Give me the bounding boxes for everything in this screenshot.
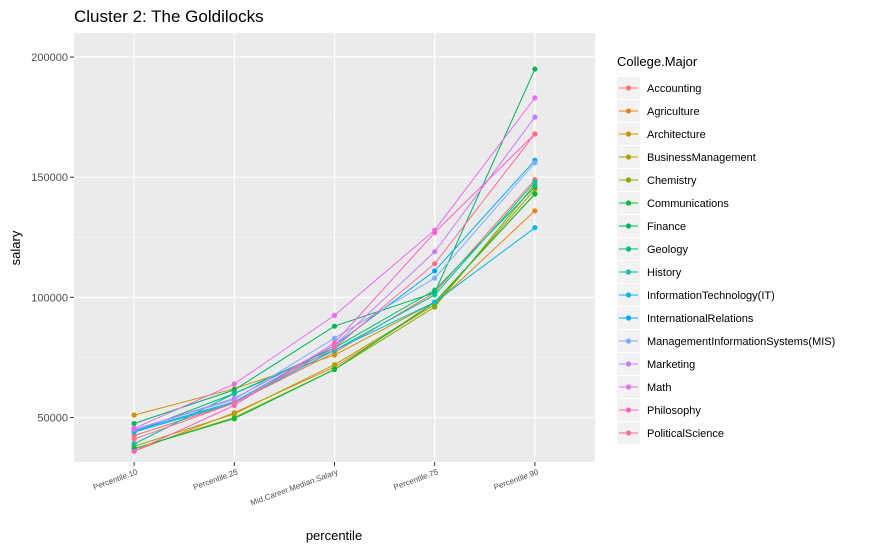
legend-label: Geology bbox=[647, 244, 688, 256]
data-point bbox=[331, 335, 338, 341]
data-point bbox=[432, 304, 438, 310]
legend: College.Major Accounting Agriculture Archi… bbox=[613, 44, 858, 444]
data-point bbox=[532, 95, 538, 101]
legend-key-point bbox=[625, 223, 632, 229]
legend-label: ManagementInformationSystems(MIS) bbox=[647, 336, 835, 348]
legend-key-point bbox=[625, 292, 632, 298]
data-point bbox=[532, 191, 538, 197]
legend-label: InternationalRelations bbox=[647, 313, 754, 325]
data-point bbox=[331, 352, 338, 358]
legend-label: PoliticalScience bbox=[647, 428, 724, 440]
legend-key-point bbox=[625, 269, 632, 275]
legend-key-point bbox=[625, 85, 632, 91]
legend-key-point bbox=[625, 177, 632, 183]
chart-title: Cluster 2: The Goldilocks bbox=[74, 7, 264, 26]
data-point bbox=[532, 131, 538, 137]
data-point bbox=[432, 275, 438, 281]
legend-label: Communications bbox=[647, 198, 729, 210]
x-tick-label: Mid.Career.Median.Salary bbox=[249, 467, 339, 507]
legend-label: Marketing bbox=[647, 359, 695, 371]
legend-label: Math bbox=[647, 382, 671, 394]
x-tick-label: Percentile.25 bbox=[192, 467, 239, 492]
data-point bbox=[331, 323, 338, 329]
y-tick-label: 150000 bbox=[31, 172, 68, 184]
x-tick-label: Percentile.90 bbox=[493, 467, 540, 492]
legend-label: InformationTechnology(IT) bbox=[647, 290, 775, 302]
data-point bbox=[432, 292, 438, 298]
legend-key-point bbox=[625, 430, 632, 436]
data-point bbox=[131, 448, 137, 454]
legend-label: Chemistry bbox=[647, 175, 697, 187]
data-point bbox=[131, 436, 137, 442]
data-point bbox=[331, 312, 338, 318]
legend-background bbox=[613, 44, 858, 444]
legend-key-point bbox=[625, 154, 632, 160]
legend-label: Architecture bbox=[647, 129, 706, 141]
data-point bbox=[532, 184, 538, 190]
data-point bbox=[331, 345, 338, 351]
series-points bbox=[131, 66, 538, 454]
data-point bbox=[532, 225, 538, 231]
data-point bbox=[231, 400, 237, 406]
legend-key-point bbox=[625, 338, 632, 344]
legend-key-point bbox=[625, 200, 632, 206]
data-point bbox=[432, 229, 438, 236]
x-tick-label: Percentile.75 bbox=[392, 467, 439, 492]
x-axis-title: percentile bbox=[306, 528, 362, 543]
legend-title: College.Major bbox=[617, 54, 698, 69]
data-point bbox=[131, 432, 137, 439]
data-point bbox=[532, 179, 538, 185]
data-point bbox=[432, 268, 438, 274]
y-tick-label: 100000 bbox=[31, 292, 68, 304]
data-point bbox=[231, 411, 237, 417]
legend-label: Accounting bbox=[647, 83, 701, 95]
data-point bbox=[231, 381, 237, 387]
legend-key-point bbox=[625, 315, 632, 321]
data-point bbox=[231, 387, 237, 393]
legend-label: BusinessManagement bbox=[647, 152, 756, 164]
legend-key-point bbox=[625, 361, 632, 367]
data-point bbox=[331, 340, 338, 346]
data-point bbox=[231, 395, 237, 401]
y-axis: 50000 100000 150000 200000 bbox=[31, 52, 74, 425]
legend-label: Philosophy bbox=[647, 405, 701, 417]
x-tick-label: Percentile.10 bbox=[92, 467, 139, 492]
legend-key-point bbox=[625, 131, 632, 137]
data-point bbox=[131, 412, 137, 418]
legend-key-point bbox=[625, 384, 632, 390]
data-point bbox=[532, 114, 538, 120]
y-tick-label: 200000 bbox=[31, 52, 68, 64]
data-point bbox=[231, 416, 237, 422]
data-point bbox=[432, 299, 438, 305]
grid-lines bbox=[74, 33, 595, 462]
legend-label: History bbox=[647, 267, 682, 279]
data-point bbox=[331, 366, 338, 373]
data-point bbox=[131, 425, 137, 431]
y-tick-label: 50000 bbox=[37, 413, 68, 425]
data-point bbox=[532, 208, 538, 214]
legend-key-point bbox=[625, 108, 632, 114]
data-point bbox=[131, 420, 137, 427]
y-axis-title: salary bbox=[8, 230, 23, 265]
x-axis: Percentile.10 Percentile.25 Mid.Career.Med… bbox=[92, 462, 540, 508]
data-point bbox=[532, 66, 538, 72]
legend-label: Agriculture bbox=[647, 106, 700, 118]
legend-key-point bbox=[625, 246, 632, 252]
data-point bbox=[432, 261, 438, 267]
legend-key-point bbox=[625, 407, 632, 413]
legend-label: Finance bbox=[647, 221, 686, 233]
data-point bbox=[432, 249, 438, 255]
data-point bbox=[532, 160, 538, 166]
data-point bbox=[331, 362, 338, 368]
data-point bbox=[231, 390, 237, 397]
data-point bbox=[131, 441, 137, 447]
data-point bbox=[432, 287, 438, 293]
